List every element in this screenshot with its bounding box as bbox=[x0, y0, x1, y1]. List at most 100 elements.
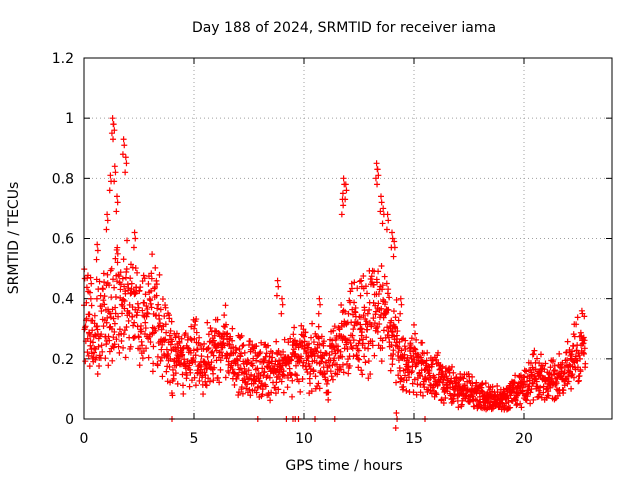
data-point bbox=[364, 310, 371, 317]
data-point bbox=[530, 380, 537, 387]
data-point bbox=[170, 375, 177, 382]
data-point bbox=[193, 316, 200, 323]
x-tick-label: 15 bbox=[405, 431, 423, 447]
data-point bbox=[292, 350, 299, 357]
data-point bbox=[367, 276, 374, 283]
x-tick-label: 0 bbox=[80, 431, 89, 447]
data-point bbox=[580, 340, 587, 347]
data-point bbox=[315, 310, 322, 317]
data-point bbox=[285, 339, 292, 346]
data-point bbox=[256, 350, 263, 357]
data-point bbox=[111, 328, 118, 335]
y-tick-label: 0.8 bbox=[52, 171, 74, 187]
data-point bbox=[138, 322, 145, 329]
data-point bbox=[317, 301, 324, 308]
data-point bbox=[112, 294, 119, 301]
data-point bbox=[355, 347, 362, 354]
data-point bbox=[357, 292, 364, 299]
data-point bbox=[143, 345, 150, 352]
data-point bbox=[180, 382, 186, 389]
data-point bbox=[374, 181, 381, 188]
data-point bbox=[104, 217, 111, 224]
data-point bbox=[127, 261, 134, 268]
data-point bbox=[440, 400, 447, 407]
data-point bbox=[121, 283, 128, 290]
data-point bbox=[300, 326, 307, 333]
data-point bbox=[355, 364, 362, 371]
data-point bbox=[217, 366, 224, 373]
data-point bbox=[117, 286, 124, 293]
data-point bbox=[405, 364, 412, 371]
data-point bbox=[577, 368, 584, 375]
data-point bbox=[291, 324, 298, 331]
data-point bbox=[316, 295, 323, 302]
data-point bbox=[114, 244, 121, 251]
data-point bbox=[513, 402, 520, 409]
data-point bbox=[267, 397, 274, 404]
data-point bbox=[383, 280, 390, 287]
data-point bbox=[163, 368, 170, 375]
data-point bbox=[100, 286, 107, 293]
data-point bbox=[316, 385, 323, 392]
data-point bbox=[553, 380, 560, 387]
data-point bbox=[408, 335, 415, 342]
data-point bbox=[172, 334, 179, 341]
data-point bbox=[560, 387, 567, 394]
data-point bbox=[106, 187, 113, 194]
data-point bbox=[367, 371, 374, 378]
data-point bbox=[556, 350, 563, 357]
data-point bbox=[134, 300, 141, 307]
data-point bbox=[438, 396, 445, 403]
data-point bbox=[140, 312, 147, 319]
data-point bbox=[159, 373, 166, 380]
data-point bbox=[266, 374, 273, 381]
data-point bbox=[402, 346, 409, 353]
data-point bbox=[88, 302, 95, 309]
data-point bbox=[210, 352, 217, 359]
data-point bbox=[98, 342, 105, 349]
data-point bbox=[132, 265, 139, 272]
data-point bbox=[580, 334, 587, 341]
data-point bbox=[222, 302, 229, 309]
data-point bbox=[125, 285, 132, 292]
data-point bbox=[253, 357, 260, 364]
data-point bbox=[162, 336, 169, 343]
data-point bbox=[87, 274, 94, 281]
data-point bbox=[355, 355, 362, 362]
data-point bbox=[566, 361, 573, 368]
data-point bbox=[113, 336, 120, 343]
data-point bbox=[303, 349, 310, 356]
data-point bbox=[257, 349, 264, 356]
data-point bbox=[400, 383, 407, 390]
data-point bbox=[99, 348, 106, 355]
data-point bbox=[94, 371, 101, 378]
data-point bbox=[323, 380, 330, 387]
data-point bbox=[262, 383, 269, 390]
data-point bbox=[135, 334, 142, 341]
data-point bbox=[204, 353, 211, 360]
data-point bbox=[288, 371, 295, 378]
data-point bbox=[91, 320, 98, 327]
x-tick-label: 20 bbox=[515, 431, 533, 447]
data-point bbox=[156, 316, 163, 323]
data-point bbox=[294, 341, 301, 348]
data-point bbox=[350, 337, 357, 344]
data-point bbox=[347, 340, 354, 347]
data-point bbox=[387, 325, 394, 332]
data-point bbox=[142, 291, 149, 298]
data-point bbox=[268, 389, 275, 396]
data-point bbox=[205, 345, 212, 352]
data-point bbox=[384, 324, 391, 331]
data-point bbox=[191, 374, 198, 381]
data-point bbox=[360, 312, 367, 319]
data-point bbox=[223, 321, 230, 328]
data-point bbox=[95, 343, 102, 350]
data-point bbox=[279, 301, 286, 308]
data-point bbox=[93, 295, 100, 302]
data-point bbox=[492, 392, 499, 399]
data-point bbox=[505, 399, 512, 406]
data-point bbox=[478, 387, 485, 394]
data-point bbox=[127, 275, 134, 282]
chart-title: Day 188 of 2024, SRMTID for receiver iam… bbox=[192, 20, 496, 36]
data-point bbox=[98, 331, 105, 338]
